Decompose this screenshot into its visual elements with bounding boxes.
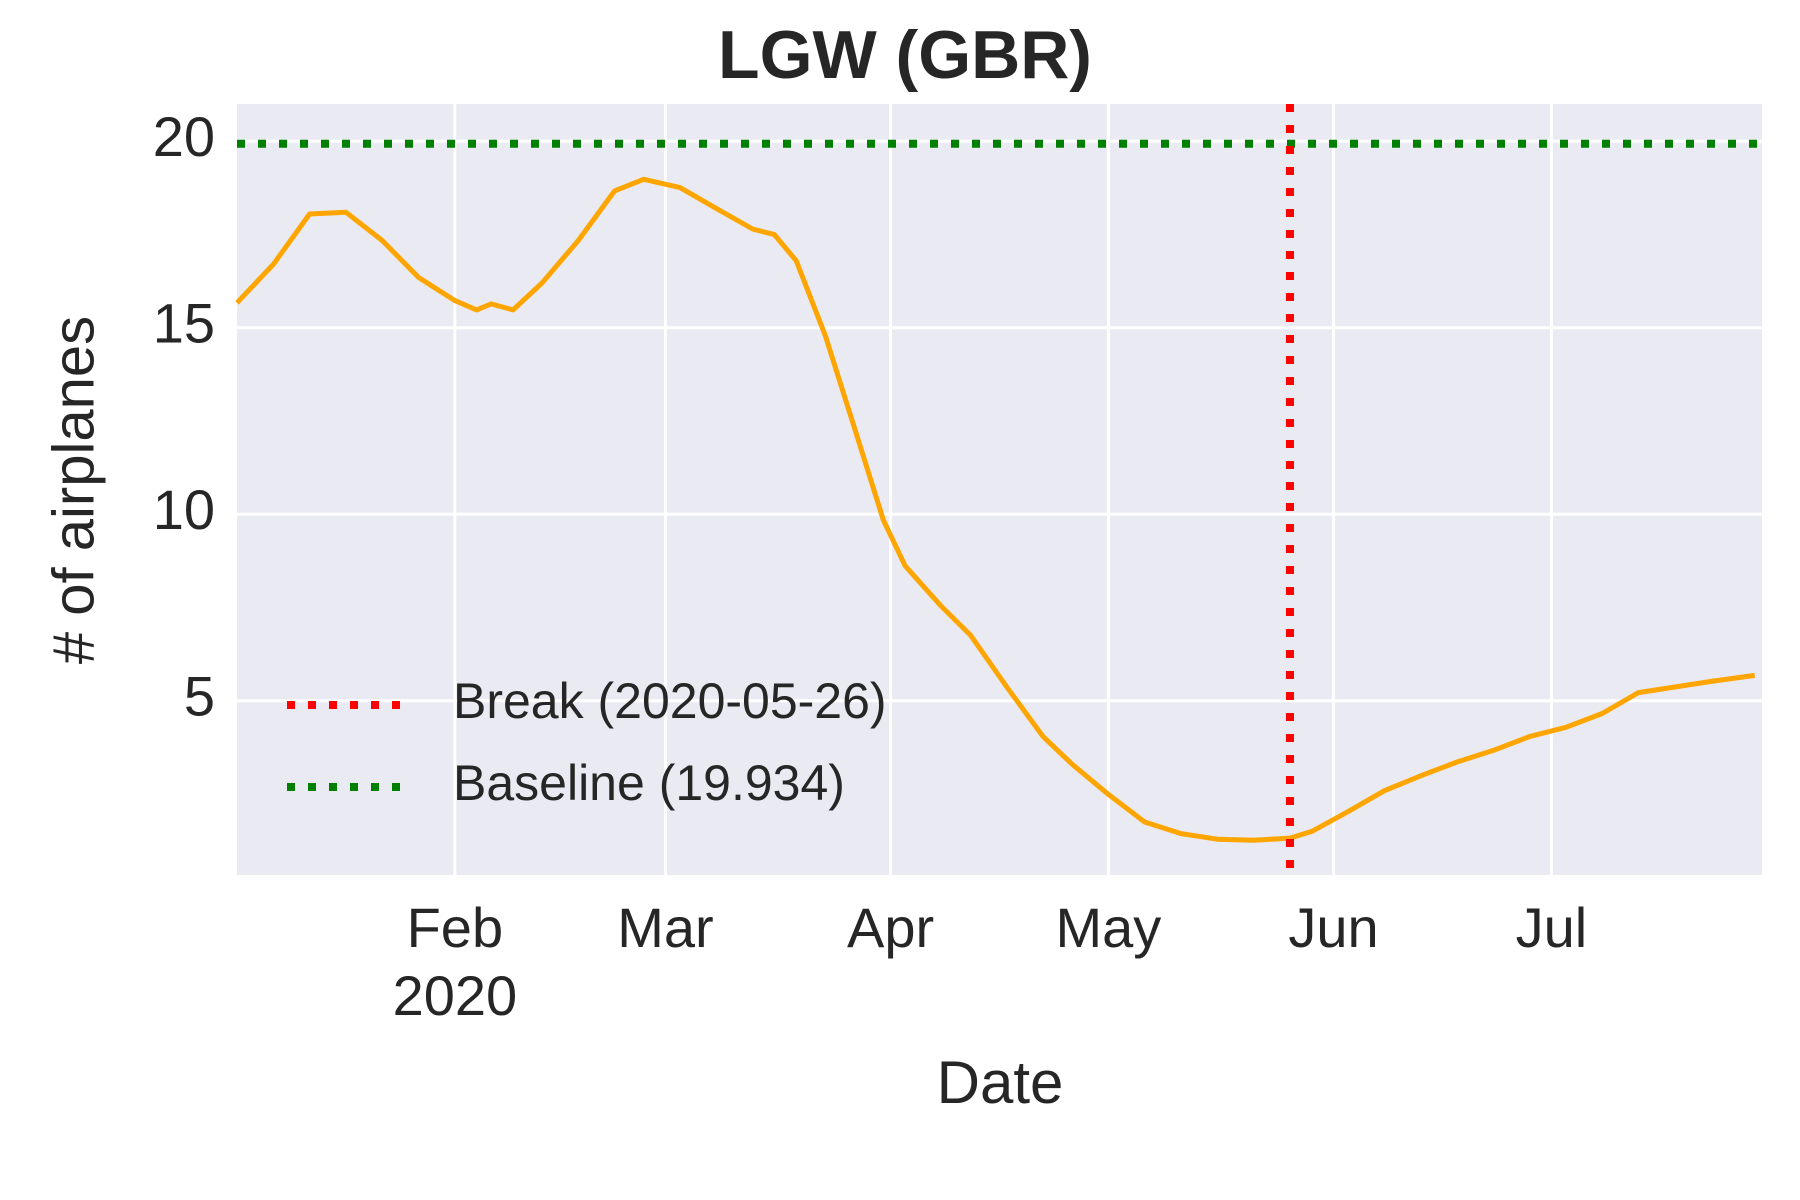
x-tick-label: Apr <box>847 896 934 959</box>
legend: Break (2020-05-26) Baseline (19.934) <box>287 673 887 811</box>
x-tick-label: Jun <box>1288 896 1378 959</box>
legend-label: Baseline (19.934) <box>453 755 845 811</box>
x-tick-label: Mar <box>617 896 713 959</box>
y-axis-label: # of airplanes <box>41 316 106 664</box>
y-tick-label: 20 <box>153 105 215 168</box>
legend-label: Break (2020-05-26) <box>453 673 887 729</box>
x-tick-label: May <box>1056 896 1162 959</box>
x-axis-label: Date <box>937 1049 1064 1116</box>
x-tick-label: Jul <box>1516 896 1588 959</box>
y-tick-label: 5 <box>184 665 215 728</box>
data-line <box>235 176 1756 843</box>
y-tick-label: 15 <box>153 292 215 355</box>
chart-title: LGW (GBR) <box>718 17 1092 93</box>
y-tick-label: 10 <box>153 478 215 541</box>
x-tick-label: Feb 2020 <box>393 896 518 1027</box>
marks <box>235 104 1762 875</box>
